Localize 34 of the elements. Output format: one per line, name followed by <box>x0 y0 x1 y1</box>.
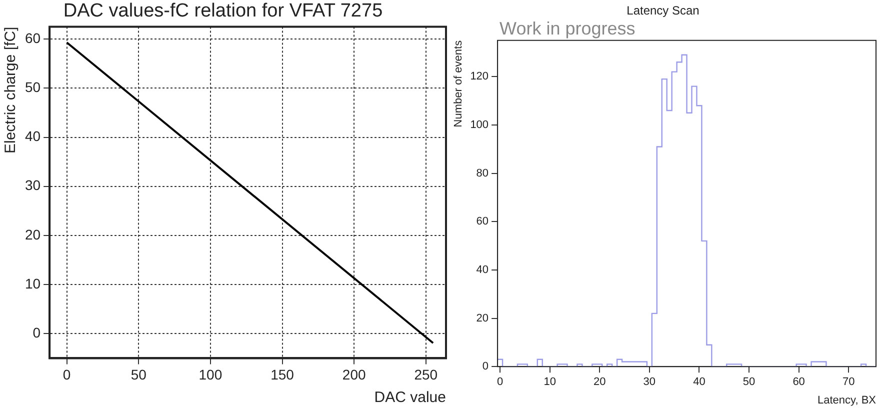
y-axis-title: Electric charge [fC] <box>2 26 20 154</box>
x-tick-label: 10 <box>544 376 556 388</box>
y-tick-label: 0 <box>32 324 41 341</box>
x-tick-label: 0 <box>496 376 504 388</box>
x-tick-label: 100 <box>198 366 222 382</box>
x-tick-label: 50 <box>130 366 147 382</box>
y-tick-label: 40 <box>24 128 41 144</box>
chart-title: Latency Scan <box>626 4 700 18</box>
y-tick-label: 120 <box>470 70 489 83</box>
x-axis-title: DAC value <box>374 389 446 406</box>
y-tick-label: 20 <box>24 226 41 242</box>
y-tick-label: 30 <box>24 177 41 194</box>
x-tick-label: 50 <box>742 376 756 388</box>
x-tick-label: 250 <box>414 366 438 382</box>
y-tick-label: 40 <box>476 264 489 276</box>
x-tick-label: 40 <box>693 376 706 388</box>
y-axis-title: Number of events <box>452 40 465 128</box>
x-tick-label: 0 <box>62 366 71 382</box>
y-tick-label: 20 <box>476 312 489 324</box>
y-tick-label: 80 <box>476 167 489 180</box>
x-tick-label: 20 <box>594 376 606 388</box>
y-tick-label: 100 <box>470 119 489 131</box>
chart-title: DAC values-fC relation for VFAT 7275 <box>63 0 383 22</box>
x-tick-label: 70 <box>842 376 855 388</box>
y-tick-label: 60 <box>476 216 489 228</box>
x-axis-title: Latency, BX <box>818 394 877 406</box>
x-tick-label: 200 <box>342 366 366 382</box>
x-tick-label: 60 <box>792 376 805 388</box>
x-tick-label: 30 <box>643 376 656 388</box>
y-tick-label: 10 <box>24 275 41 292</box>
y-tick-label: 50 <box>24 79 41 96</box>
text: Work in progress <box>500 18 636 38</box>
x-tick-label: 150 <box>270 366 294 382</box>
y-tick-label: 60 <box>24 30 41 46</box>
